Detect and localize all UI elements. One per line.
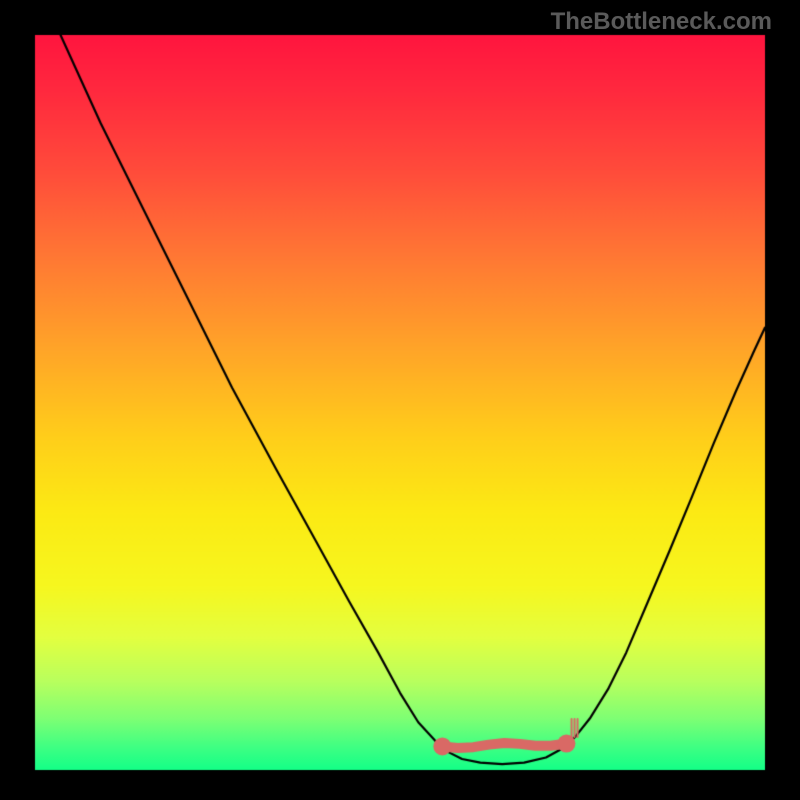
chart-root: TheBottleneck.com: [0, 0, 800, 800]
watermark-text: TheBottleneck.com: [551, 8, 772, 36]
bottleneck-chart-canvas: [0, 0, 800, 800]
